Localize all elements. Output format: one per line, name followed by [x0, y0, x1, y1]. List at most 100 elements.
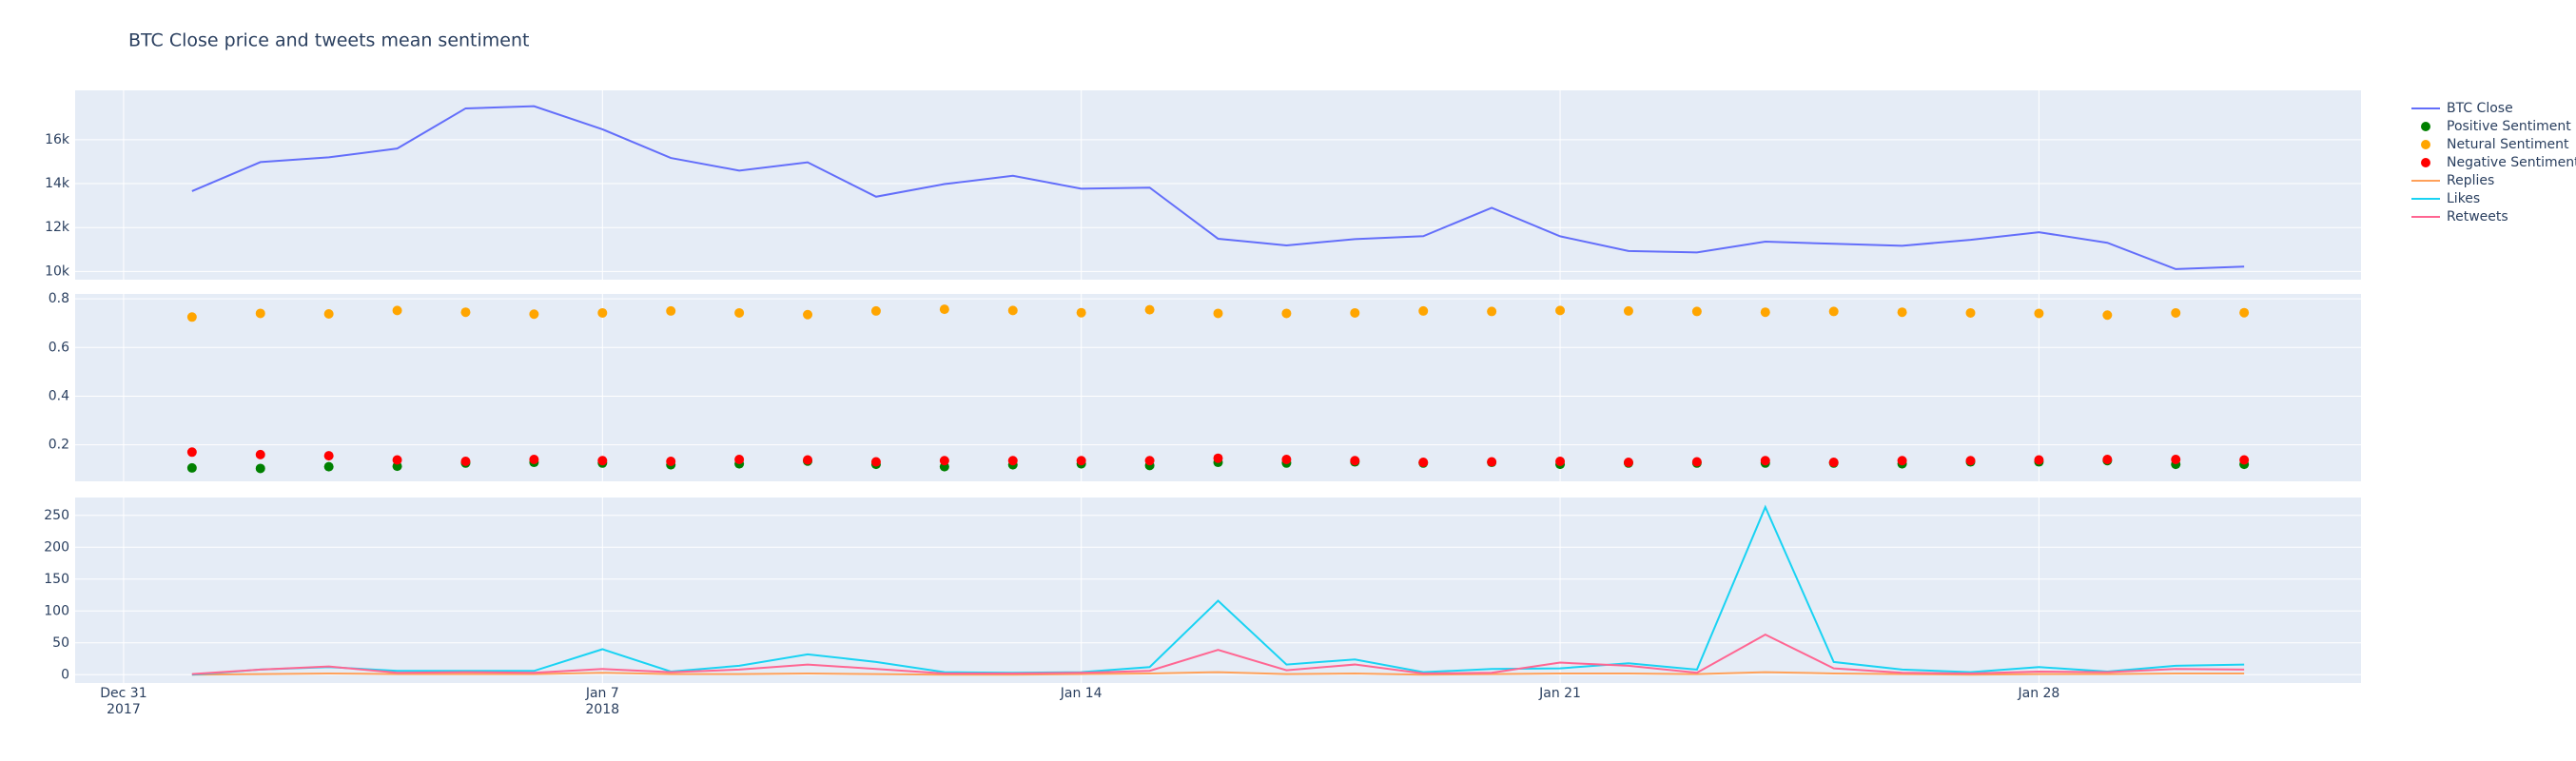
scatter-point	[1965, 456, 1976, 466]
scatter-point	[460, 307, 471, 318]
scatter-point	[1350, 307, 1360, 318]
y-tick-label: 150	[44, 572, 69, 587]
scatter-point	[323, 461, 334, 472]
scatter-point	[1144, 456, 1155, 466]
scatter-point	[939, 304, 949, 315]
scatter-point	[1691, 306, 1702, 317]
scatter-point	[529, 454, 539, 464]
y-tick-label: 12k	[45, 220, 70, 235]
legend-label: Likes	[2447, 191, 2480, 206]
x-tick-label: Jan 7	[585, 686, 619, 701]
plot-background	[75, 498, 2361, 683]
scatter-point	[1828, 306, 1839, 317]
scatter-point	[1623, 305, 1633, 316]
scatter-point	[1555, 457, 1566, 467]
scatter-point	[186, 312, 197, 322]
scatter-point	[2239, 307, 2250, 318]
y-tick-label: 0.8	[49, 291, 69, 306]
y-tick-label: 0.6	[49, 340, 69, 355]
scatter-point	[939, 456, 949, 466]
scatter-point	[803, 309, 813, 320]
y-tick-label: 0.4	[49, 388, 69, 403]
scatter-point	[1828, 458, 1839, 468]
scatter-point	[1487, 306, 1497, 317]
x-tick-label: Jan 28	[2017, 686, 2059, 701]
y-tick-label: 200	[44, 539, 69, 555]
scatter-point	[1760, 307, 1770, 318]
line-series	[191, 671, 2245, 676]
x-tick-sublabel: 2017	[107, 702, 141, 717]
scatter-point	[1213, 308, 1223, 319]
scatter-point	[1281, 454, 1292, 464]
scatter-point	[1418, 458, 1429, 468]
scatter-point	[1691, 457, 1702, 467]
scatter-point	[1897, 307, 1907, 318]
scatter-point	[323, 451, 334, 461]
scatter-point	[666, 457, 676, 467]
scatter-point	[1487, 457, 1497, 467]
legend-label: Netural Sentiment	[2447, 137, 2569, 152]
scatter-point	[1418, 305, 1429, 316]
x-tick-label: Jan 21	[1538, 686, 1581, 701]
scatter-point	[870, 305, 881, 316]
x-tick-label: Jan 14	[1060, 686, 1103, 701]
scatter-point	[597, 307, 608, 318]
scatter-point	[392, 455, 402, 465]
scatter-point	[529, 309, 539, 320]
scatter-point	[1007, 305, 1018, 316]
y-tick-label: 250	[44, 508, 69, 523]
scatter-point	[1144, 304, 1155, 315]
legend-symbol	[2421, 158, 2430, 167]
y-tick-label: 16k	[45, 132, 70, 147]
y-tick-label: 0	[61, 667, 69, 682]
scatter-point	[734, 307, 745, 318]
y-tick-label: 0.2	[49, 438, 69, 453]
scatter-point	[803, 455, 813, 465]
plot-background	[75, 294, 2361, 481]
chart-title: BTC Close price and tweets mean sentimen…	[128, 30, 529, 51]
scatter-point	[1213, 453, 1223, 463]
scatter-point	[460, 457, 471, 467]
scatter-point	[255, 463, 265, 474]
y-tick-label: 10k	[45, 263, 70, 279]
y-tick-label: 14k	[45, 176, 70, 191]
scatter-point	[392, 305, 402, 316]
scatter-point	[1623, 458, 1633, 468]
scatter-point	[1555, 305, 1566, 316]
scatter-point	[734, 454, 745, 464]
plot-background	[75, 90, 2361, 280]
scatter-point	[2034, 308, 2044, 319]
legend-symbol	[2421, 122, 2430, 131]
x-tick-sublabel: 2018	[585, 702, 619, 717]
line-series	[191, 504, 2245, 676]
scatter-point	[2102, 454, 2113, 464]
scatter-point	[186, 447, 197, 458]
scatter-point	[255, 449, 265, 459]
scatter-point	[1965, 307, 1976, 318]
scatter-point	[2034, 455, 2044, 465]
x-tick-label: Dec 31	[100, 686, 146, 701]
line-series	[191, 105, 2245, 270]
line-series	[191, 633, 2245, 675]
legend-label: BTC Close	[2447, 101, 2513, 116]
scatter-point	[1897, 456, 1907, 466]
scatter-point	[2171, 454, 2181, 464]
y-tick-label: 50	[52, 635, 69, 651]
scatter-point	[1007, 456, 1018, 466]
scatter-point	[1760, 456, 1770, 466]
legend-symbol	[2421, 140, 2430, 149]
scatter-point	[1350, 456, 1360, 466]
y-tick-label: 100	[44, 603, 69, 618]
scatter-point	[2102, 310, 2113, 321]
legend-label: Replies	[2447, 173, 2494, 188]
scatter-point	[1076, 307, 1086, 318]
scatter-point	[186, 462, 197, 473]
legend-label: Positive Sentiment	[2447, 119, 2571, 134]
legend-label: Negative Sentiment	[2447, 155, 2576, 170]
scatter-point	[666, 305, 676, 316]
legend-label: Retweets	[2447, 209, 2508, 224]
scatter-point	[255, 308, 265, 319]
scatter-point	[1281, 308, 1292, 319]
scatter-point	[2239, 455, 2250, 465]
